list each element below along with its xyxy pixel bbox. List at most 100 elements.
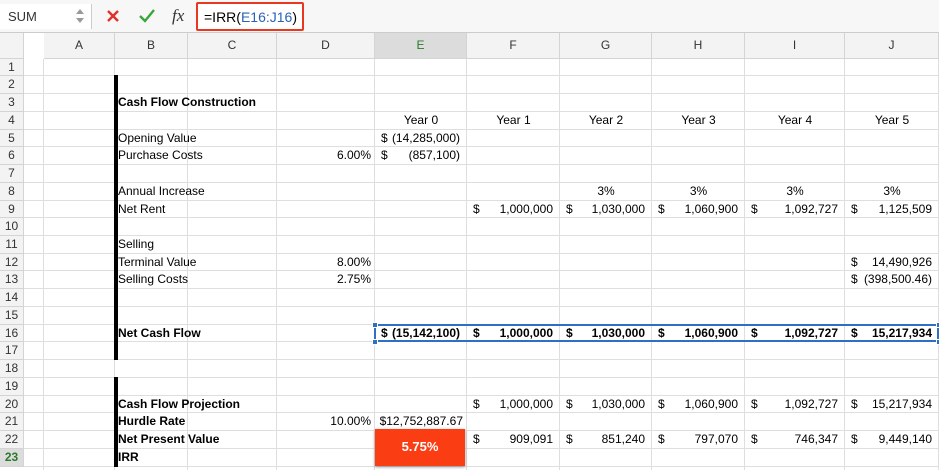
cell-value: 1,092,727 bbox=[784, 201, 838, 216]
result-highlight: 5.75% bbox=[375, 429, 465, 466]
row-header: 19 bbox=[0, 377, 24, 396]
grid-line bbox=[24, 270, 939, 272]
cell-value: 1,060,900 bbox=[684, 396, 738, 411]
selection-border bbox=[374, 323, 939, 343]
column-header: F bbox=[467, 33, 560, 59]
grid-line bbox=[24, 181, 939, 183]
row-label: IRR bbox=[118, 449, 139, 464]
currency-symbol: $ bbox=[851, 272, 858, 287]
cell-value: 1,092,727 bbox=[784, 396, 838, 411]
cell-value: 1,060,900 bbox=[684, 201, 738, 216]
grid-line bbox=[24, 217, 939, 219]
name-box[interactable]: SUM bbox=[0, 4, 92, 29]
grid-line bbox=[43, 58, 44, 470]
cell-value: 1,125,509 bbox=[878, 201, 932, 216]
formula-reference: E16:J16 bbox=[240, 9, 293, 25]
row-header: 23 bbox=[0, 448, 24, 467]
cell-value: 10.00% bbox=[330, 414, 371, 429]
cell-value: 6.00% bbox=[336, 148, 371, 163]
grid-line bbox=[466, 58, 467, 470]
row-header: 9 bbox=[0, 200, 24, 219]
currency-symbol: $ bbox=[851, 325, 858, 340]
row-header: 12 bbox=[0, 253, 24, 272]
row-header: 17 bbox=[0, 342, 24, 361]
column-header: C bbox=[188, 33, 277, 59]
row-label: Cash Flow Construction bbox=[118, 95, 256, 110]
grid-line bbox=[24, 394, 939, 396]
column-header: H bbox=[652, 33, 745, 59]
row-header: 21 bbox=[0, 413, 24, 432]
cell-value: 8.00% bbox=[336, 254, 371, 269]
function-button[interactable]: fx bbox=[172, 6, 185, 25]
column-header: D bbox=[277, 33, 375, 59]
cell-value: 2.75% bbox=[336, 272, 371, 287]
grid-line bbox=[24, 93, 939, 95]
row-label: Annual Increase bbox=[118, 183, 205, 198]
cell-value: (15,142,100) bbox=[391, 325, 460, 340]
row-label: Opening Value bbox=[118, 130, 197, 145]
row-header: 18 bbox=[0, 360, 24, 378]
currency-symbol: $ bbox=[566, 325, 573, 340]
grid-line bbox=[24, 128, 939, 130]
selection-handle bbox=[936, 321, 939, 328]
grid-line bbox=[24, 288, 939, 290]
currency-symbol: $ bbox=[658, 325, 665, 340]
currency-symbol: $ bbox=[566, 201, 573, 216]
grid-line bbox=[24, 164, 939, 166]
name-box-arrows[interactable] bbox=[74, 6, 86, 26]
section-border bbox=[114, 376, 118, 467]
cell-value: 15,217,934 bbox=[871, 325, 932, 340]
currency-symbol: $ bbox=[381, 325, 388, 340]
row-header: 2 bbox=[0, 76, 24, 95]
grid-line bbox=[24, 110, 939, 112]
currency-symbol: $ bbox=[658, 432, 665, 447]
currency-symbol: $ bbox=[381, 148, 388, 163]
currency-symbol: $ bbox=[851, 201, 858, 216]
cell-value: 1,060,900 bbox=[684, 325, 738, 340]
cancel-button[interactable] bbox=[105, 8, 121, 24]
formula-text: =IRR( bbox=[204, 9, 241, 25]
grid-line bbox=[24, 235, 939, 236]
grid-line bbox=[24, 447, 939, 449]
row-header: 16 bbox=[0, 324, 24, 343]
currency-symbol: $ bbox=[473, 201, 480, 216]
cell-value: (398,500.46) bbox=[863, 272, 932, 287]
row-header: 13 bbox=[0, 271, 24, 290]
cell-value: Year 4 bbox=[777, 112, 813, 127]
currency-symbol: $ bbox=[751, 396, 758, 411]
column-header: B bbox=[115, 33, 188, 59]
currency-symbol: $ bbox=[751, 325, 758, 340]
column-header: J bbox=[845, 33, 939, 59]
cell-value: 3% bbox=[597, 183, 615, 198]
grid-line bbox=[744, 58, 745, 470]
cell-value: 1,030,000 bbox=[591, 325, 645, 340]
currency-symbol: $ bbox=[566, 432, 573, 447]
cell-value: Year 0 bbox=[403, 112, 439, 127]
currency-symbol: $ bbox=[658, 201, 665, 216]
row-header: 1 bbox=[0, 58, 24, 77]
confirm-button[interactable] bbox=[138, 8, 156, 24]
cell-value: 3% bbox=[689, 183, 708, 198]
cell-value: $12,752,887.67 bbox=[379, 414, 463, 429]
row-label: Net Cash Flow bbox=[118, 325, 201, 340]
grid-line bbox=[24, 359, 939, 361]
grid-line bbox=[24, 252, 939, 254]
cell-value: 1,030,000 bbox=[591, 201, 645, 216]
row-label: Hurdle Rate bbox=[118, 414, 186, 429]
cell-value: 15,217,934 bbox=[871, 396, 932, 411]
grid-line bbox=[24, 199, 939, 201]
cell-value: 14,490,926 bbox=[871, 254, 932, 269]
cell-value: 851,240 bbox=[601, 432, 645, 447]
formula-input[interactable]: =IRR(E16:J16) bbox=[196, 2, 304, 31]
row-label: Net Rent bbox=[118, 201, 166, 216]
row-header: 7 bbox=[0, 165, 24, 183]
cell-value: 9,449,140 bbox=[878, 432, 932, 447]
grid-line bbox=[24, 412, 939, 414]
row-header: 10 bbox=[0, 218, 24, 236]
row-header: 6 bbox=[0, 147, 24, 166]
row-label: Cash Flow Projection bbox=[118, 396, 241, 411]
grid-line bbox=[24, 376, 939, 378]
grid-line bbox=[559, 58, 560, 470]
cell-value: Year 5 bbox=[874, 112, 910, 127]
